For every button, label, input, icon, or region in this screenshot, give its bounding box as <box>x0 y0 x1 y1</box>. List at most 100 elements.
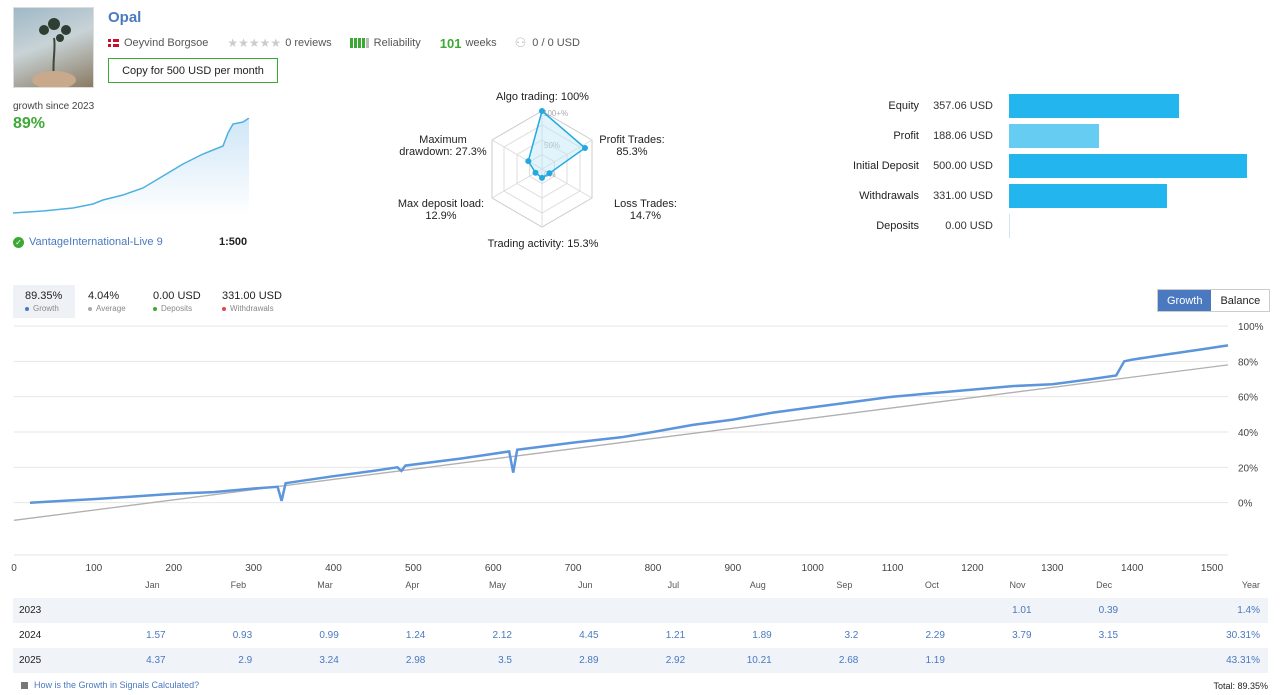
subscribers-icon: ⚇ <box>514 35 527 50</box>
total-growth: Total: 89.35% <box>1213 681 1268 691</box>
signal-title[interactable]: Opal <box>108 9 142 26</box>
stat-deposits[interactable]: 0.00 USD Deposits <box>153 290 201 313</box>
y-tick-label: 0% <box>1238 499 1253 510</box>
month-value-cell[interactable]: 2.92 <box>665 655 686 666</box>
month-value-cell[interactable]: 0.93 <box>232 630 253 641</box>
radar-label-drawdown: Maximum drawdown: 27.3% <box>399 134 487 158</box>
growth-percent: 89% <box>13 115 46 132</box>
year-total-cell[interactable]: 43.31% <box>1226 655 1260 666</box>
verified-check-icon: ✓ <box>13 236 24 248</box>
y-tick-label: 60% <box>1238 393 1258 404</box>
x-tick-label: 400 <box>325 563 342 574</box>
month-value-cell[interactable]: 3.15 <box>1098 630 1119 641</box>
month-value-cell[interactable]: 4.37 <box>146 655 166 666</box>
month-value-cell[interactable]: 3.79 <box>1012 630 1032 641</box>
finance-row: Profit 188.06 USD <box>831 121 1271 151</box>
x-tick-label: 1200 <box>961 563 984 574</box>
finance-label: Deposits <box>876 220 919 232</box>
radar-label-activity: Trading activity: 15.3% <box>487 238 599 250</box>
month-value-cell[interactable]: 3.24 <box>319 655 339 666</box>
weeks-value: 101 <box>439 35 462 51</box>
finance-bar <box>1009 214 1010 238</box>
month-value-cell[interactable]: 2.12 <box>492 630 512 641</box>
growth-toggle-button[interactable]: Growth <box>1158 290 1212 311</box>
calculator-icon <box>21 681 28 689</box>
finance-value: 331.00 USD <box>933 190 993 202</box>
x-tick-label: 0 <box>11 563 17 574</box>
month-header-row: Jan Feb Mar Apr May Jun Jul Aug Sep Oct Nov Dec Year <box>13 580 1268 590</box>
x-tick-label: 1100 <box>882 563 904 574</box>
month-header: Sep <box>836 580 853 590</box>
month-value-cell[interactable]: 1.01 <box>1012 605 1032 616</box>
month-header: Jun <box>578 580 593 590</box>
growth-series-line <box>29 344 1229 504</box>
finance-label: Profit <box>893 130 919 142</box>
table-row: 2023 1.01 0.39 1.4% <box>13 598 1268 623</box>
year-header: Year <box>1241 580 1260 590</box>
radar-label-loss: Loss Trades: 14.7% <box>614 198 677 222</box>
year-total-cell[interactable]: 1.4% <box>1237 605 1260 616</box>
month-value-cell[interactable]: 2.68 <box>838 655 859 666</box>
month-value-cell[interactable]: 0.39 <box>1098 605 1119 616</box>
finance-row: Equity 357.06 USD <box>831 91 1271 121</box>
month-value-cell[interactable]: 2.98 <box>405 655 426 666</box>
y-tick-label: 20% <box>1238 463 1258 474</box>
balance-toggle-button[interactable]: Balance <box>1211 290 1270 311</box>
x-tick-label: 900 <box>724 563 741 574</box>
month-value-cell[interactable]: 10.21 <box>746 655 772 666</box>
month-header: Aug <box>749 580 766 590</box>
avatar <box>13 7 94 88</box>
month-value-cell[interactable]: 2.89 <box>579 655 599 666</box>
y-tick-label: 80% <box>1238 357 1258 368</box>
x-tick-label: 700 <box>565 563 582 574</box>
month-value-cell[interactable]: 1.21 <box>665 630 686 641</box>
finance-row: Withdrawals 331.00 USD <box>831 181 1271 211</box>
broker-row: ✓ VantageInternational-Live 9 <box>13 236 163 248</box>
x-tick-label: 300 <box>245 563 262 574</box>
radar-label-algo: Algo trading: 100% <box>496 91 589 103</box>
leverage-value: 1:500 <box>219 236 248 248</box>
finance-value: 500.00 USD <box>933 160 993 172</box>
month-value-cell[interactable]: 2.9 <box>238 655 253 666</box>
radar-scale-mid: 50% <box>544 141 560 150</box>
finance-value: 0.00 USD <box>945 220 993 232</box>
weeks-label: weeks <box>465 37 497 49</box>
finance-bar <box>1009 124 1099 148</box>
trend-series-line <box>13 364 1229 521</box>
finance-row: Deposits 0.00 USD <box>831 211 1271 241</box>
month-value-cell[interactable]: 3.5 <box>498 655 512 666</box>
copy-button[interactable]: Copy for 500 USD per month <box>108 58 278 83</box>
growth-calc-link[interactable]: How is the Growth in Signals Calculated? <box>34 680 200 690</box>
month-value-cell[interactable]: 1.24 <box>405 630 426 641</box>
stat-average[interactable]: 4.04% Average <box>88 290 126 313</box>
month-value-cell[interactable]: 4.45 <box>579 630 599 641</box>
finance-row: Initial Deposit 500.00 USD <box>831 151 1271 181</box>
stat-growth[interactable]: 89.35% Growth <box>13 285 75 318</box>
month-value-cell[interactable]: 1.19 <box>925 655 945 666</box>
stat-withdrawals[interactable]: 331.00 USD Withdrawals <box>222 290 282 313</box>
y-tick-label: 40% <box>1238 428 1258 439</box>
month-value-cell[interactable]: 1.57 <box>146 630 166 641</box>
y-tick-label: 100% <box>1238 322 1264 333</box>
broker-link[interactable]: VantageInternational-Live 9 <box>29 236 163 248</box>
month-value-cell[interactable]: 2.29 <box>925 630 945 641</box>
author-link[interactable]: Oeyvind Borgsoe <box>124 37 209 49</box>
finance-value: 357.06 USD <box>933 100 993 112</box>
month-value-cell[interactable]: 1.89 <box>752 630 772 641</box>
year-cell: 2025 <box>19 655 42 666</box>
finance-bar <box>1009 184 1167 208</box>
month-header: Feb <box>230 580 247 590</box>
finance-bar <box>1009 154 1247 178</box>
reliability-label: Reliability <box>373 37 421 49</box>
reviews-link[interactable]: 0 reviews <box>285 37 332 49</box>
growth-since-label: growth since 2023 <box>13 101 95 112</box>
signal-meta: Oeyvind Borgsoe ★★★★★ 0 reviews Reliabil… <box>108 35 580 51</box>
month-value-cell[interactable]: 0.99 <box>319 630 339 641</box>
year-total-cell[interactable]: 30.31% <box>1226 630 1260 641</box>
month-value-cell[interactable]: 3.2 <box>844 630 859 641</box>
chart-mode-toggle: Growth Balance <box>1157 289 1271 312</box>
month-header: Dec <box>1096 580 1113 590</box>
month-header: May <box>488 580 506 590</box>
finance-value: 188.06 USD <box>933 130 993 142</box>
radar-scale-top: 100+% <box>543 109 568 118</box>
